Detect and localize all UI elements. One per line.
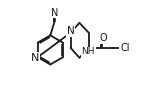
Text: Cl: Cl (120, 43, 130, 53)
Text: N: N (51, 8, 58, 18)
Text: N: N (67, 26, 74, 36)
Text: NH: NH (82, 48, 95, 56)
Text: N: N (31, 53, 40, 63)
Text: O: O (100, 33, 107, 43)
